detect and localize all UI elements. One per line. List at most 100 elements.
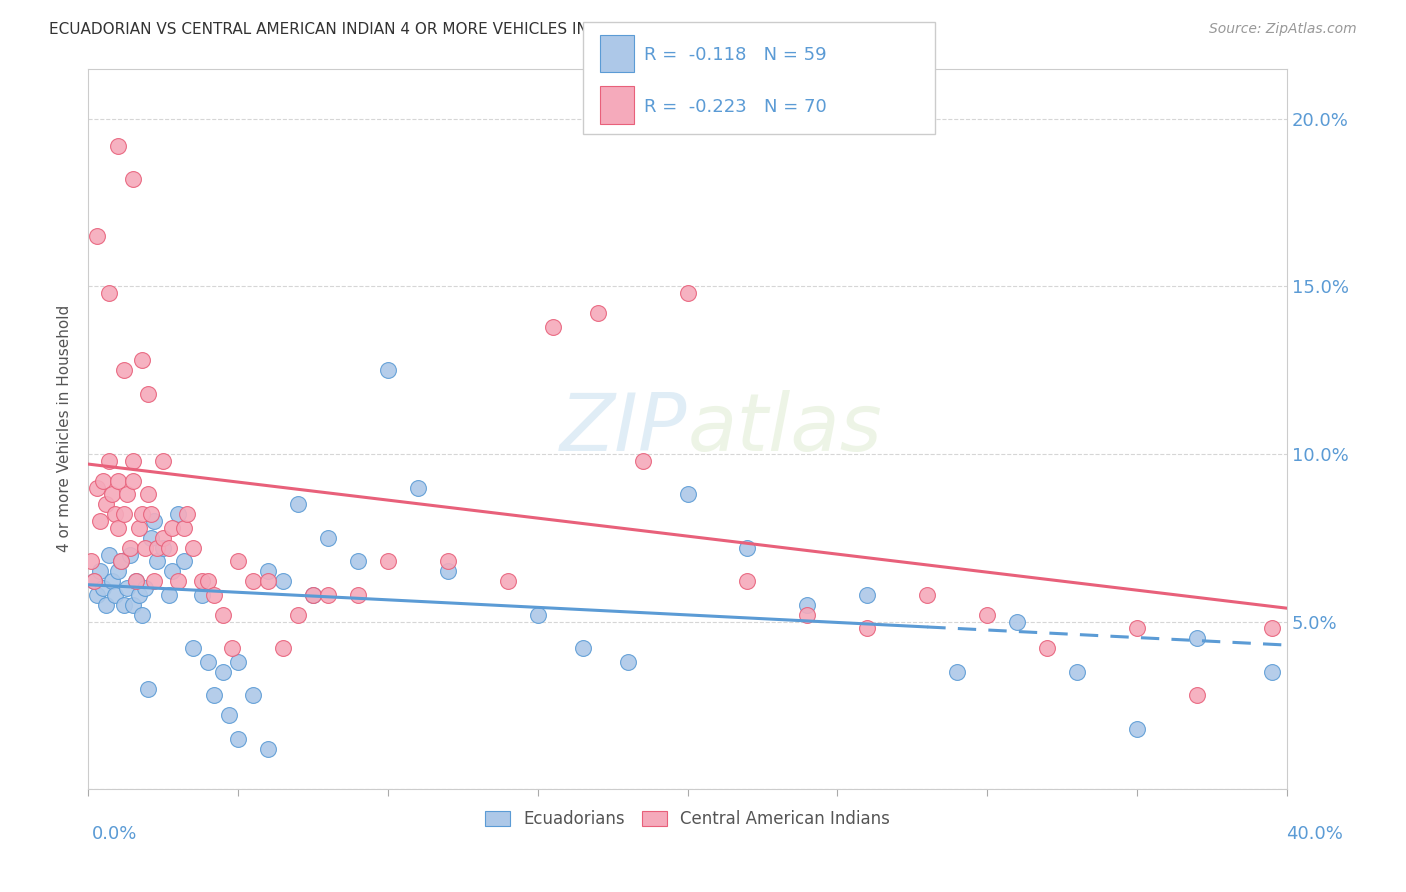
Point [347,588,370,602]
Point [112,598,135,612]
Point [107,521,129,535]
Point [98,286,121,301]
Point [181,641,204,656]
Point [152,541,174,555]
Point [586,306,609,320]
Point [796,607,818,622]
Point [856,588,879,602]
Point [436,554,458,568]
Point [377,554,399,568]
Point [541,319,564,334]
Point [143,574,166,589]
Point [101,574,124,589]
Point [917,588,939,602]
Point [1261,621,1284,635]
Point [526,607,548,622]
Point [737,574,759,589]
Point [737,541,759,555]
Text: ZIP: ZIP [560,390,688,468]
Point [181,541,204,555]
Point [122,172,145,186]
Point [1185,632,1208,646]
Text: atlas: atlas [688,390,883,468]
Point [1005,615,1028,629]
Point [302,588,325,602]
Point [89,565,111,579]
Y-axis label: 4 or more Vehicles in Household: 4 or more Vehicles in Household [58,305,72,552]
Point [125,574,148,589]
Point [257,565,280,579]
Point [212,665,235,679]
Point [115,487,138,501]
Point [242,574,264,589]
Point [271,574,294,589]
Point [946,665,969,679]
Point [856,621,879,635]
Point [1126,722,1149,736]
Point [191,574,214,589]
Point [146,541,169,555]
Point [1066,665,1088,679]
Point [436,565,458,579]
Point [136,487,159,501]
Point [107,565,129,579]
Point [136,681,159,696]
Point [104,508,127,522]
Point [287,497,309,511]
Text: 0.0%: 0.0% [91,825,136,843]
Point [157,588,180,602]
Point [257,742,280,756]
Point [94,598,117,612]
Point [1126,621,1149,635]
Point [128,588,150,602]
Point [176,508,198,522]
Point [218,708,240,723]
Legend: Ecuadorians, Central American Indians: Ecuadorians, Central American Indians [478,804,897,835]
Point [120,548,142,562]
Point [139,531,162,545]
Point [167,508,190,522]
Point [287,607,309,622]
Point [98,453,121,467]
Point [191,588,214,602]
Point [1261,665,1284,679]
Point [631,453,654,467]
Point [202,689,225,703]
Point [152,453,174,467]
Point [616,655,638,669]
Point [122,474,145,488]
Point [80,554,103,568]
Point [112,363,135,377]
Text: Source: ZipAtlas.com: Source: ZipAtlas.com [1209,22,1357,37]
Point [86,481,108,495]
Point [107,138,129,153]
Point [316,531,339,545]
Point [202,588,225,602]
Point [122,453,145,467]
Point [125,574,148,589]
Point [377,363,399,377]
Point [221,641,243,656]
Point [173,521,195,535]
Point [98,548,121,562]
Point [571,641,593,656]
Text: 40.0%: 40.0% [1286,825,1343,843]
Point [157,541,180,555]
Point [134,541,156,555]
Text: ECUADORIAN VS CENTRAL AMERICAN INDIAN 4 OR MORE VEHICLES IN HOUSEHOLD CORRELATIO: ECUADORIAN VS CENTRAL AMERICAN INDIAN 4 … [49,22,860,37]
Point [173,554,195,568]
Point [496,574,519,589]
Point [146,554,169,568]
Point [197,574,219,589]
Point [110,554,132,568]
Point [107,474,129,488]
Point [134,581,156,595]
Point [110,554,132,568]
Point [86,229,108,244]
Text: R =  -0.223   N = 70: R = -0.223 N = 70 [644,98,827,116]
Point [104,588,127,602]
Point [143,514,166,528]
Point [226,554,249,568]
Point [91,474,114,488]
Point [112,508,135,522]
